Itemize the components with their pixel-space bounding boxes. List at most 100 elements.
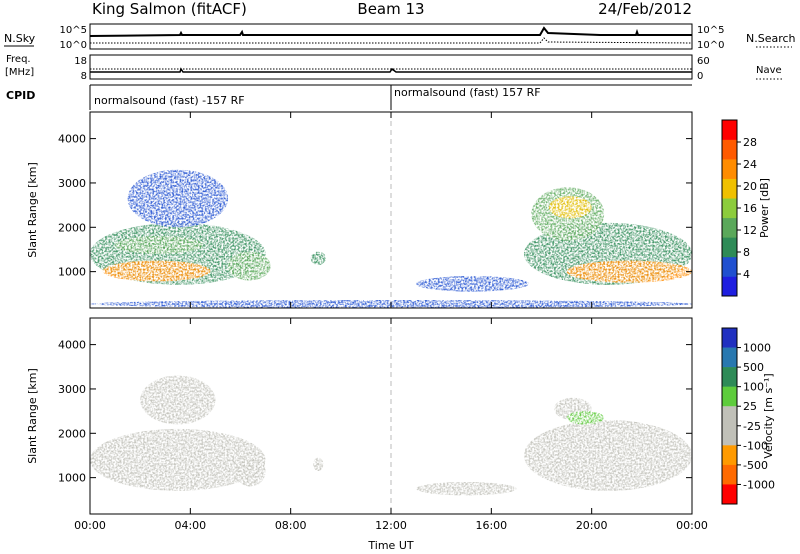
power-y-tick-label: 4000 xyxy=(58,133,86,146)
velocity-colorbar-swatch xyxy=(722,425,737,446)
power-colorbar-tick-label: 12 xyxy=(743,224,757,237)
velocity-colorbar-tick-label: -1000 xyxy=(743,478,775,491)
power-colorbar-tick-label: 20 xyxy=(743,180,757,193)
power-colorbar-tick-label: 4 xyxy=(743,268,750,281)
power-echo-region-7 xyxy=(416,276,529,292)
power-y-axis-label: Slant Range [km] xyxy=(26,162,39,258)
x-tick-label: 00:00 xyxy=(74,519,106,532)
velocity-y-tick-label: 2000 xyxy=(58,427,86,440)
power-echo-region-4 xyxy=(115,236,203,254)
power-colorbar-swatch xyxy=(722,178,737,199)
cpid-segment-2: normalsound (fast) 157 RF xyxy=(394,86,541,99)
power-echo-region-10 xyxy=(549,196,592,219)
power-echo-region-3 xyxy=(102,260,211,282)
velocity-colorbar-tick-label: -100 xyxy=(743,439,768,452)
power-colorbar-swatch xyxy=(722,139,737,160)
date-title: 24/Feb/2012 xyxy=(598,0,692,18)
velocity-echo-region-5 xyxy=(416,482,517,496)
velocity-colorbar-swatch xyxy=(722,386,737,407)
velocity-y-tick-label: 4000 xyxy=(58,339,86,352)
nsky-right-tick-bottom: 10^0 xyxy=(697,40,724,51)
power-colorbar-label: Power [dB] xyxy=(758,178,771,238)
power-colorbar-swatch xyxy=(722,159,737,179)
nsky-left-tick-top: 10^5 xyxy=(60,25,87,36)
power-colorbar-swatch xyxy=(722,276,737,297)
power-colorbar-swatch xyxy=(722,256,737,277)
nsky-label: N.Sky xyxy=(4,32,36,45)
x-tick-label: 20:00 xyxy=(576,519,608,532)
velocity-colorbar-swatch xyxy=(722,328,737,348)
x-axis-label: Time UT xyxy=(367,539,413,552)
velocity-data xyxy=(90,375,692,496)
power-x-ticks xyxy=(89,112,693,308)
power-y-tick-label: 1000 xyxy=(58,266,86,279)
nsky-left-tick-bottom: 10^0 xyxy=(60,40,87,51)
power-colorbar-tick-label: 24 xyxy=(743,158,757,171)
nsearch-label: N.Search xyxy=(746,32,796,45)
power-panel: 1000 2000 3000 4000 Slant Range [km] xyxy=(26,111,693,309)
x-tick-label: 12:00 xyxy=(375,519,407,532)
power-data xyxy=(90,169,692,308)
nsky-trace xyxy=(89,26,692,37)
freq-strip-frame xyxy=(89,54,693,80)
power-echo-region-11 xyxy=(566,260,692,283)
freq-label-line1: Freq. xyxy=(6,54,31,65)
power-y-tick-label: 2000 xyxy=(58,221,86,234)
cpid-label: CPID xyxy=(6,89,35,102)
velocity-echo-region-8 xyxy=(566,411,605,425)
nsky-right-tick-top: 10^5 xyxy=(697,25,724,36)
velocity-colorbar-tick-label: -25 xyxy=(743,420,761,433)
x-tick-label: 16:00 xyxy=(475,519,507,532)
nsearch-trace xyxy=(90,37,693,44)
freq-tick-bottom: 8 xyxy=(81,71,87,82)
velocity-colorbar-tick-label: 25 xyxy=(743,400,757,413)
velocity-x-ticks: 00:00 04:00 08:00 12:00 16:00 20:00 00:00 xyxy=(74,318,708,532)
freq-tick-top: 18 xyxy=(74,56,87,67)
power-echo-region-5 xyxy=(228,251,271,281)
power-y-ticks: 1000 2000 3000 4000 xyxy=(58,133,692,279)
velocity-colorbar-swatch xyxy=(722,406,737,427)
power-colorbar-swatch xyxy=(722,198,737,219)
velocity-y-tick-label: 1000 xyxy=(58,472,86,485)
nave-tick-bottom: 0 xyxy=(697,71,703,82)
velocity-y-tick-label: 3000 xyxy=(58,383,86,396)
power-echo-region-2 xyxy=(127,169,228,228)
station-title: King Salmon (fitACF) xyxy=(92,0,247,18)
velocity-panel: 1000 2000 3000 4000 00:00 04:00 08:00 12:00 16:… xyxy=(26,317,708,552)
velocity-y-ticks: 1000 2000 3000 4000 xyxy=(58,339,692,485)
velocity-colorbar-tick-label: 1000 xyxy=(743,342,771,355)
cpid-segment-1: normalsound (fast) -157 RF xyxy=(94,94,245,107)
velocity-echo-region-6 xyxy=(524,420,692,491)
velocity-colorbar-swatch xyxy=(722,464,737,485)
velocity-colorbar: 1000 500 100 25 -25 -100 -500 -1000 Velocity [m… xyxy=(721,327,775,505)
nave-label: Nave xyxy=(756,65,782,76)
power-colorbar-swatch xyxy=(722,217,737,238)
power-colorbar-swatch xyxy=(722,120,737,140)
power-colorbar-tick-label: 28 xyxy=(743,136,757,149)
x-tick-label: 00:00 xyxy=(676,519,708,532)
velocity-colorbar-frame xyxy=(721,327,738,505)
power-colorbar-tick-label: 16 xyxy=(743,202,757,215)
velocity-echo-region-4 xyxy=(313,457,324,471)
velocity-colorbar-swatch xyxy=(722,445,737,466)
x-tick-label: 08:00 xyxy=(275,519,307,532)
freq-trace xyxy=(90,67,692,73)
power-colorbar-swatch xyxy=(722,237,737,258)
velocity-colorbar-tick-label: -500 xyxy=(743,459,768,472)
power-colorbar-tick-label: 8 xyxy=(743,246,750,259)
x-tick-label: 04:00 xyxy=(174,519,206,532)
velocity-echo-region-2 xyxy=(140,375,216,425)
velocity-colorbar-tick-label: 100 xyxy=(743,381,764,394)
power-echo-region-6 xyxy=(310,251,326,265)
velocity-echo-region-1 xyxy=(90,428,266,491)
nave-tick-top: 60 xyxy=(697,56,710,67)
power-y-tick-label: 3000 xyxy=(58,177,86,190)
velocity-colorbar-label: Velocity [m s⁻¹] xyxy=(762,373,775,458)
power-colorbar: 28 24 20 16 12 8 4 Power [dB] xyxy=(721,119,771,297)
velocity-colorbar-swatch xyxy=(722,367,737,387)
velocity-colorbar-swatch xyxy=(722,347,737,368)
velocity-y-axis-label: Slant Range [km] xyxy=(26,368,39,464)
freq-label-line2: [MHz] xyxy=(5,67,34,78)
velocity-echo-region-3 xyxy=(235,455,266,487)
